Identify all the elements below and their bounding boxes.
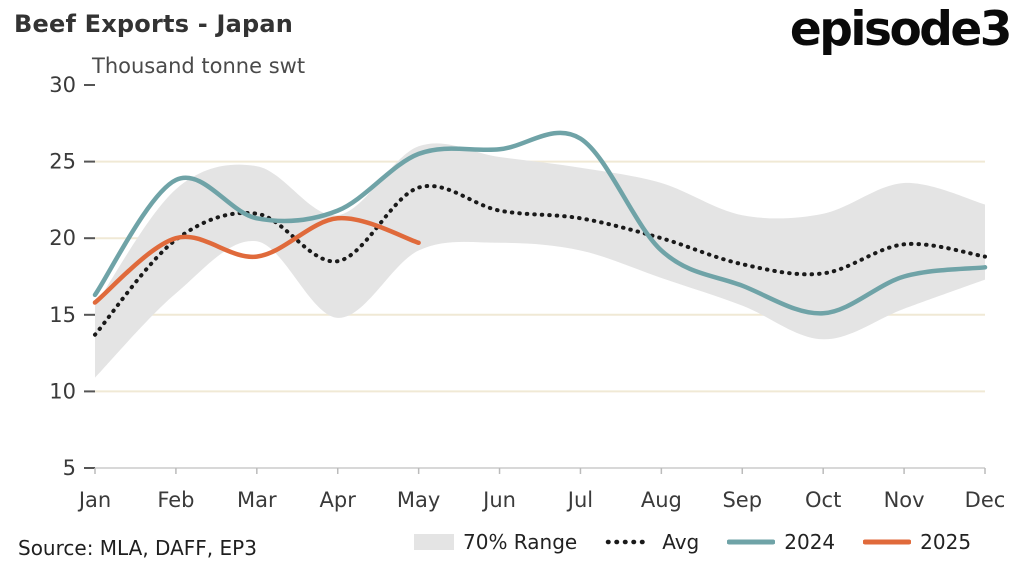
svg-text:Jan: Jan [77, 488, 111, 512]
svg-text:Jun: Jun [481, 488, 516, 512]
legend-item-2025: 2025 [863, 530, 971, 554]
range-band-swatch-icon [414, 534, 454, 550]
svg-text:Dec: Dec [965, 488, 1006, 512]
svg-text:10: 10 [49, 379, 76, 403]
svg-text:Aug: Aug [641, 488, 682, 512]
line-2025-swatch-icon [863, 539, 912, 545]
chart-title: Beef Exports - Japan [14, 10, 294, 38]
y-axis-unit-label: Thousand tonne swt [92, 54, 306, 78]
line-2024-swatch-icon [727, 539, 776, 545]
svg-text:5: 5 [63, 456, 76, 480]
svg-text:25: 25 [49, 150, 76, 174]
episode3-logo: episode3 [789, 2, 1013, 57]
svg-text:Oct: Oct [805, 488, 841, 512]
avg-dotted-swatch-icon [605, 539, 653, 545]
svg-text:Feb: Feb [157, 488, 194, 512]
chart-legend: 70% Range Avg 2024 2025 [414, 530, 971, 554]
svg-text:Jul: Jul [566, 488, 593, 512]
svg-text:Nov: Nov [884, 488, 925, 512]
legend-label-range: 70% Range [463, 530, 578, 554]
legend-item-range: 70% Range [414, 530, 577, 554]
source-attribution: Source: MLA, DAFF, EP3 [18, 536, 257, 560]
svg-text:Mar: Mar [237, 488, 277, 512]
legend-label-2024: 2024 [784, 530, 836, 554]
svg-text:May: May [397, 488, 440, 512]
legend-label-2025: 2025 [920, 530, 972, 554]
legend-label-avg: Avg [662, 530, 700, 554]
svg-text:Apr: Apr [320, 488, 357, 512]
svg-text:Sep: Sep [722, 488, 762, 512]
legend-item-2024: 2024 [727, 530, 835, 554]
legend-item-avg: Avg [605, 530, 699, 554]
svg-text:15: 15 [49, 303, 76, 327]
svg-text:20: 20 [49, 226, 76, 250]
svg-text:30: 30 [49, 73, 76, 97]
